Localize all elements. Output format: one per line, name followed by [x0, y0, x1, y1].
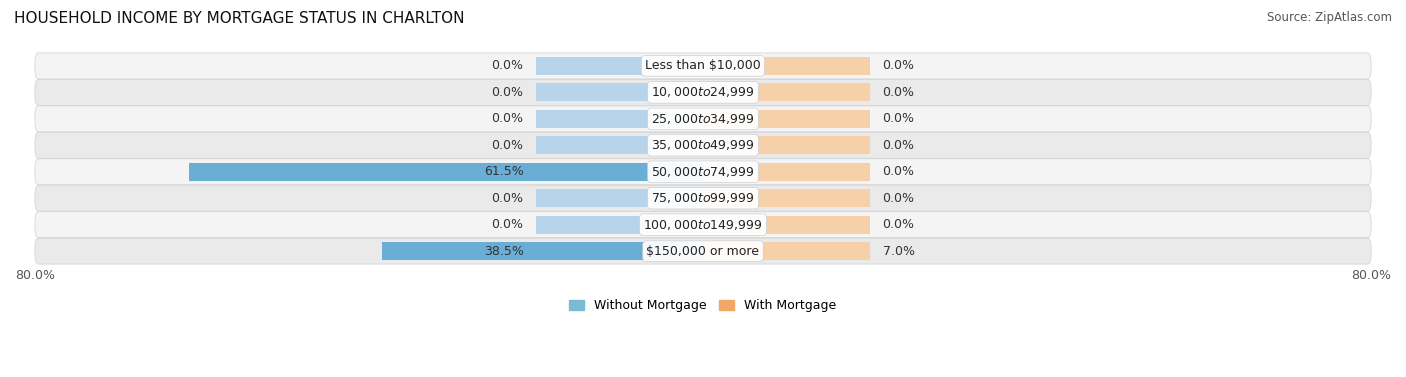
Bar	[703, 189, 870, 207]
Text: 0.0%: 0.0%	[883, 112, 914, 125]
Bar	[536, 83, 703, 101]
FancyBboxPatch shape	[35, 132, 1371, 158]
FancyBboxPatch shape	[35, 80, 1371, 105]
Bar	[703, 83, 870, 101]
FancyBboxPatch shape	[35, 106, 1371, 132]
Bar	[536, 216, 703, 234]
Text: $150,000 or more: $150,000 or more	[647, 245, 759, 257]
Bar	[190, 163, 703, 181]
Text: $100,000 to $149,999: $100,000 to $149,999	[644, 218, 762, 231]
Bar	[536, 57, 703, 75]
Text: $75,000 to $99,999: $75,000 to $99,999	[651, 191, 755, 205]
Bar	[381, 242, 703, 260]
Text: $35,000 to $49,999: $35,000 to $49,999	[651, 138, 755, 152]
Bar	[703, 136, 870, 154]
Text: 0.0%: 0.0%	[492, 218, 523, 231]
Bar	[536, 136, 703, 154]
FancyBboxPatch shape	[35, 212, 1371, 238]
Text: 0.0%: 0.0%	[883, 86, 914, 99]
Bar	[703, 57, 870, 75]
Bar	[703, 242, 870, 260]
Text: HOUSEHOLD INCOME BY MORTGAGE STATUS IN CHARLTON: HOUSEHOLD INCOME BY MORTGAGE STATUS IN C…	[14, 11, 464, 26]
Text: 0.0%: 0.0%	[492, 139, 523, 152]
Legend: Without Mortgage, With Mortgage: Without Mortgage, With Mortgage	[564, 294, 842, 317]
Text: 38.5%: 38.5%	[484, 245, 523, 257]
Text: Source: ZipAtlas.com: Source: ZipAtlas.com	[1267, 11, 1392, 24]
Text: 0.0%: 0.0%	[492, 192, 523, 205]
Bar	[703, 242, 762, 260]
Text: 7.0%: 7.0%	[883, 245, 914, 257]
Text: 0.0%: 0.0%	[492, 112, 523, 125]
Text: 0.0%: 0.0%	[883, 139, 914, 152]
Text: 0.0%: 0.0%	[492, 60, 523, 72]
Text: 0.0%: 0.0%	[492, 86, 523, 99]
Bar	[536, 163, 703, 181]
Text: 0.0%: 0.0%	[883, 165, 914, 178]
Text: $10,000 to $24,999: $10,000 to $24,999	[651, 85, 755, 100]
Text: Less than $10,000: Less than $10,000	[645, 60, 761, 72]
Text: 0.0%: 0.0%	[883, 60, 914, 72]
Text: 61.5%: 61.5%	[484, 165, 523, 178]
Bar	[536, 110, 703, 128]
Bar	[703, 110, 870, 128]
Bar	[703, 216, 870, 234]
Text: $50,000 to $74,999: $50,000 to $74,999	[651, 165, 755, 179]
Bar	[703, 163, 870, 181]
Bar	[536, 189, 703, 207]
Text: $25,000 to $34,999: $25,000 to $34,999	[651, 112, 755, 126]
FancyBboxPatch shape	[35, 185, 1371, 211]
FancyBboxPatch shape	[35, 53, 1371, 79]
FancyBboxPatch shape	[35, 238, 1371, 264]
Text: 0.0%: 0.0%	[883, 218, 914, 231]
Bar	[536, 242, 703, 260]
Text: 0.0%: 0.0%	[883, 192, 914, 205]
FancyBboxPatch shape	[35, 159, 1371, 185]
